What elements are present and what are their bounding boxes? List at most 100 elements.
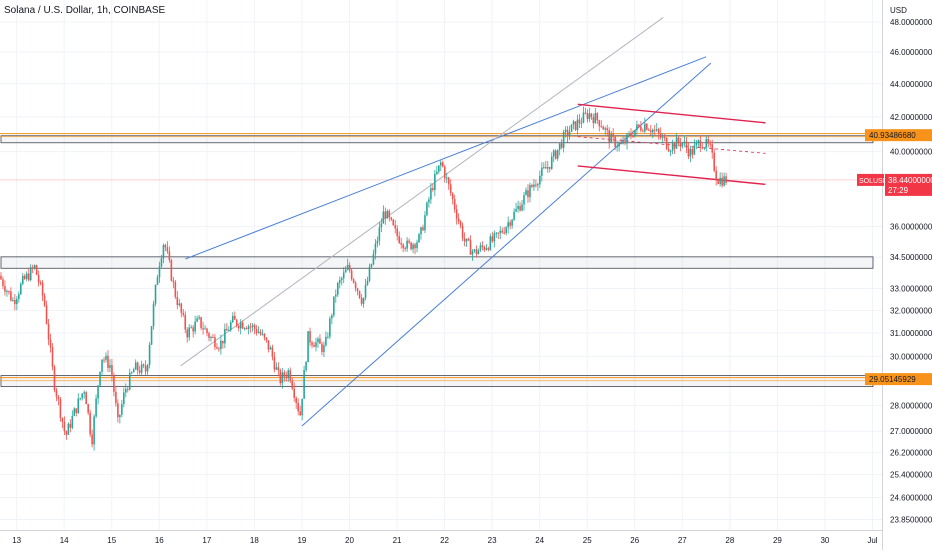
candle-up	[426, 202, 428, 216]
candle-up	[344, 269, 347, 273]
candle-down	[531, 185, 533, 187]
candle-down	[43, 295, 46, 306]
candle-up	[362, 297, 365, 304]
candle-down	[37, 274, 40, 283]
candle-down	[249, 326, 252, 328]
candle-up	[434, 173, 436, 190]
candle-up	[723, 176, 725, 186]
candle-down	[566, 129, 569, 137]
x-tick-label: 29	[773, 536, 782, 545]
x-tick-label: 22	[440, 536, 449, 545]
symbol-tag-label: SOLUSD	[859, 178, 888, 185]
candle-down	[665, 137, 668, 149]
candle-up	[105, 355, 107, 360]
candle-up	[493, 233, 496, 242]
candle-down	[725, 176, 727, 183]
candle-down	[142, 364, 145, 366]
level-price-tag-label: 40.93486680	[869, 131, 916, 140]
candle-down	[117, 403, 119, 418]
candle-up	[655, 129, 658, 131]
candle-up	[719, 177, 721, 184]
candle-up	[148, 344, 151, 365]
candle-down	[443, 166, 446, 179]
candle-up	[424, 215, 426, 231]
x-tick-label: 25	[583, 536, 592, 545]
candle-down	[459, 221, 462, 226]
candle-up	[445, 177, 448, 179]
candle-up	[123, 392, 125, 405]
candle-down	[578, 119, 581, 124]
candle-down	[241, 322, 244, 329]
candle-up	[507, 222, 509, 228]
candle-up	[156, 277, 159, 285]
candle-up	[305, 362, 307, 371]
y-tick-label: 30.00000000	[890, 352, 932, 361]
candle-down	[630, 133, 632, 136]
candle-down	[265, 337, 268, 341]
candle-down	[624, 141, 626, 144]
candle-down	[441, 162, 444, 167]
candle-up	[323, 345, 325, 352]
candle-down	[461, 225, 464, 239]
candle-down	[590, 113, 593, 118]
candle-down	[35, 265, 38, 275]
candle-up	[220, 340, 222, 349]
candle-down	[497, 232, 500, 234]
candle-down	[293, 388, 295, 398]
candle-up	[198, 317, 200, 319]
candle-up	[436, 171, 438, 174]
candle-up	[382, 211, 385, 224]
candle-up	[669, 150, 672, 152]
candle-up	[418, 234, 420, 243]
candle-up	[406, 240, 408, 249]
candle-up	[604, 128, 607, 130]
candle-down	[453, 199, 456, 210]
candle-down	[126, 389, 129, 391]
candle-down	[27, 273, 30, 280]
candle-down	[61, 417, 64, 422]
level-price-tag-label: 29.05145929	[869, 375, 916, 384]
candle-down	[69, 423, 72, 428]
candle-up	[546, 166, 549, 169]
candle-up	[128, 372, 131, 390]
candle-down	[709, 143, 712, 145]
candle-down	[715, 170, 717, 181]
candle-down	[319, 338, 321, 344]
candle-up	[18, 294, 20, 300]
candle-up	[77, 398, 80, 413]
candle-down	[469, 240, 472, 255]
candle-down	[673, 142, 676, 149]
y-tick-label: 44.00000000	[890, 80, 932, 89]
candle-down	[59, 399, 62, 418]
candle-down	[111, 365, 113, 376]
candle-up	[154, 284, 157, 304]
candle-up	[505, 227, 507, 234]
candle-down	[653, 129, 656, 131]
candle-down	[354, 282, 357, 289]
candle-up	[485, 248, 488, 250]
candle-down	[85, 392, 87, 405]
candle-down	[352, 279, 355, 283]
candle-up	[287, 370, 290, 378]
y-tick-label: 36.00000000	[890, 223, 932, 232]
x-tick-label: 15	[107, 536, 116, 545]
candle-up	[342, 272, 345, 279]
candle-down	[172, 280, 175, 283]
candle-down	[463, 238, 466, 242]
candle-up	[622, 141, 624, 144]
candle-up	[269, 347, 272, 350]
chart-title: Solana / U.S. Dollar, 1h, COINBASE	[4, 5, 166, 16]
candle-down	[279, 370, 282, 384]
candle-up	[368, 267, 371, 281]
candle-down	[491, 236, 494, 242]
candle-down	[713, 152, 715, 171]
candle-up	[594, 113, 597, 124]
candle-down	[2, 279, 4, 287]
candle-up	[376, 240, 379, 244]
y-tick-label: 24.60000000	[890, 493, 932, 502]
candle-up	[568, 131, 571, 137]
candle-down	[691, 149, 694, 155]
candle-down	[608, 130, 610, 143]
